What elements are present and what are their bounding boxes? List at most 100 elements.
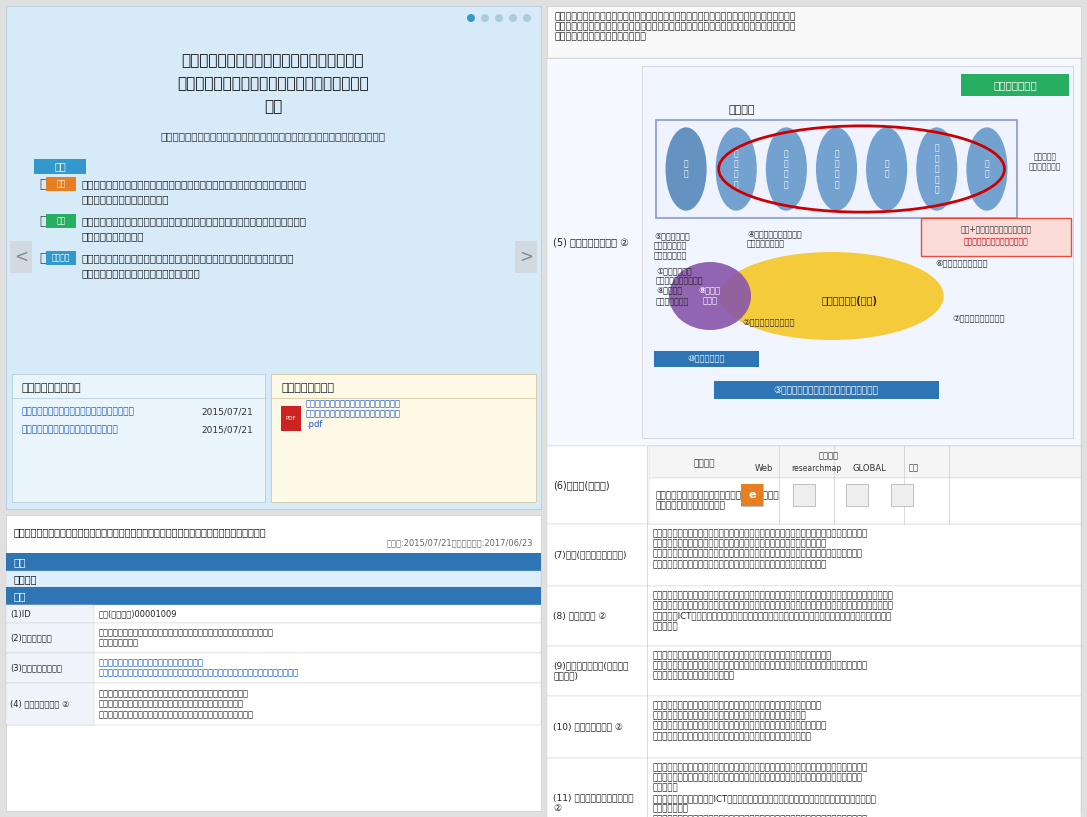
Text: 概要: 概要 <box>14 591 26 601</box>
Text: ・防災まちづくりのノウハウが、特定の専門家に蓄積されている。
・自分達は自然災害リスクを正しく認識できているのだろうか？
・地域社会における自律的な防災まちづく: ・防災まちづくりのノウハウが、特定の専門家に蓄積されている。 ・自分達は自然災害… <box>99 689 254 719</box>
Text: ・自然災害リスクの正しい認識に基づき、地域社会の自律的な防災まちづくりの取り組みを促
進するための標準プログラム「地域防災支援技術パッケージ」を開発した。
・防: ・自然災害リスクの正しい認識に基づき、地域社会の自律的な防災まちづくりの取り組み… <box>653 529 869 569</box>
Bar <box>271 374 536 502</box>
Text: 地域防災: 地域防災 <box>819 452 839 461</box>
Circle shape <box>495 14 503 22</box>
Text: 高
齢
者
福
祉: 高 齢 者 福 祉 <box>935 144 939 194</box>
Text: 特長: 特長 <box>57 217 65 225</box>
Bar <box>46 214 76 228</box>
Bar <box>547 446 1080 524</box>
Text: 対象: 対象 <box>14 557 26 567</box>
Text: ⑦関心を持つ層の拡大: ⑦関心を持つ層の拡大 <box>952 314 1004 323</box>
Bar <box>846 484 869 506</box>
Bar <box>7 623 93 653</box>
Bar <box>714 381 939 399</box>
Text: (3)所属課題タイトル: (3)所属課題タイトル <box>10 663 62 672</box>
Text: >: > <box>518 248 533 266</box>
Text: 標準プログラム: 標準プログラム <box>994 80 1037 90</box>
Text: 防災リーダーや団体にお薦めの手法です。: 防災リーダーや団体にお薦めの手法です。 <box>82 268 201 278</box>
Bar <box>547 58 1080 446</box>
Text: 行政任せでなく、自発的に地域の防災力向上やまちづくりを行いたい地域の: 行政任せでなく、自発的に地域の防災力向上やまちづくりを行いたい地域の <box>82 253 295 263</box>
Text: ・本パッケージは、標準的なプログラムを提示するものであるが、地域性（災害特性、人口構
成、産業、地域活動特性、行政組織職風土、歴史など）に合致させるための調整や: ・本パッケージは、標準的なプログラムを提示するものであるが、地域性（災害特性、人… <box>653 763 877 817</box>
Text: ⑧刺激の
内生化: ⑧刺激の 内生化 <box>699 286 721 306</box>
Bar <box>46 251 76 265</box>
Bar <box>46 177 76 191</box>
Text: (8) キーワード ②: (8) キーワード ② <box>553 611 607 620</box>
Text: (10) 期待される効果 ②: (10) 期待される効果 ② <box>553 722 623 731</box>
Text: ②キーパーソンの出現: ②キーパーソンの出現 <box>742 318 795 327</box>
Text: 消
防: 消 防 <box>684 159 688 179</box>
Text: GLOBAL: GLOBAL <box>852 463 886 472</box>
Bar <box>7 683 93 725</box>
Bar <box>7 553 541 571</box>
Text: 防災まちづくりです。: 防災まちづくりです。 <box>82 231 145 241</box>
Text: の防災まちづくりを進めます。: の防災まちづくりを進めます。 <box>82 194 170 204</box>
Text: ⑤行政側からの
総合的な支援と
総合的な考え方: ⑤行政側からの 総合的な支援と 総合的な考え方 <box>654 231 689 261</box>
Text: 「地域が進める防災まちづくり」の標準プログ: 「地域が進める防災まちづくり」の標準プログ <box>177 77 368 92</box>
Text: 従来の行政が段取りした防災まちづくりではなく、「住民先行・行政後追い」の: 従来の行政が段取りした防災まちづくりではなく、「住民先行・行政後追い」の <box>82 216 307 226</box>
Text: ・社会の変化により、自治体のみが行う防災（公助）の限界が出てきたこと。
・住民発の取り組みに行政の限られた資源を最大限に生かすことが効率的なアプローチが防災
ま: ・社会の変化により、自治体のみが行う防災（公助）の限界が出てきたこと。 ・住民発… <box>653 651 869 681</box>
Text: 2015/07/21: 2015/07/21 <box>201 426 253 435</box>
Text: 連絡: 連絡 <box>909 463 919 472</box>
Circle shape <box>523 14 532 22</box>
Text: (7)要旨(何を開発したのか): (7)要旨(何を開発したのか) <box>553 551 626 560</box>
Bar <box>741 484 763 506</box>
Text: ・防災だけでなく、「防災も」含めた総合的なまちづくりが推進される。
・縦割り型の自治体が、地域住民との対話を通じて横につながる。
・防災まちづくり活動を通じて、: ・防災だけでなく、「防災も」含めた総合的なまちづくりが推進される。 ・縦割り型の… <box>653 701 827 741</box>
Bar <box>34 159 86 174</box>
Text: ①地域社会への
外部からの刺激・触発
⑨断続的な
外部からの刺激: ①地域社会への 外部からの刺激・触発 ⑨断続的な 外部からの刺激 <box>655 266 703 306</box>
Bar <box>7 623 541 653</box>
Text: PDF: PDF <box>286 416 297 421</box>
Text: Web: Web <box>754 463 773 472</box>
Text: 東京大学生産技術研究所都市基盤安全工学国際研究
センター　准教授　加藤孝明: 東京大学生産技術研究所都市基盤安全工学国際研究 センター 准教授 加藤孝明 <box>655 491 778 511</box>
Bar <box>654 351 759 367</box>
Circle shape <box>509 14 517 22</box>
Ellipse shape <box>766 127 807 211</box>
Ellipse shape <box>866 127 908 211</box>
Bar <box>7 6 541 509</box>
Text: ⑥コミュニティ重層化: ⑥コミュニティ重層化 <box>935 258 988 267</box>
Bar <box>961 74 1069 96</box>
Text: 2015/07/21: 2015/07/21 <box>201 408 253 417</box>
Text: 「地域防災支援技術パッケージ」を活用した「地域が進める防災まちづくり」の標準プログラム: 「地域防災支援技術パッケージ」を活用した「地域が進める防災まちづくり」の標準プロ… <box>14 527 266 537</box>
Bar <box>7 605 93 623</box>
Bar <box>7 571 541 587</box>
Text: ・自治会や地域活動組織同士のつながりが薄い
・自治体の防災担当や自主防災会等の自らが持つ従来の知見や経験のみによる対策の限界: ・自治会や地域活動組織同士のつながりが薄い ・自治体の防災担当や自主防災会等の自… <box>99 659 299 677</box>
Bar <box>891 484 913 506</box>
Bar <box>10 241 32 273</box>
Text: 「地域防災支援技術パッケージ」を活用した: 「地域防災支援技術パッケージ」を活用した <box>182 53 364 69</box>
Text: (1)ID: (1)ID <box>10 609 30 618</box>
Text: ⑩進捗の可視化: ⑩進捗の可視化 <box>687 355 725 364</box>
Text: 「地域防災支援技術パッケージ」を活用し
た「地域が進める防災まちづくり」の推進
.pdf: 「地域防災支援技術パッケージ」を活用し た「地域が進める防災まちづくり」の推進 … <box>307 399 401 429</box>
Ellipse shape <box>720 252 944 340</box>
Bar <box>642 66 1073 438</box>
Bar <box>7 605 541 623</box>
Bar <box>547 524 1080 586</box>
Circle shape <box>482 14 489 22</box>
Text: 共助+「公助の支援」の関係確立: 共助+「公助の支援」の関係確立 <box>961 225 1032 234</box>
Bar <box>794 484 815 506</box>
Bar <box>547 758 1080 817</box>
Bar <box>7 653 93 683</box>
Text: ④地域社会全体の検討と
行政への支援要請: ④地域社会全体の検討と 行政への支援要請 <box>747 229 801 248</box>
Text: 社
会
教
育: 社 会 教 育 <box>734 149 738 189</box>
Text: 手法(防災活動)00001009: 手法(防災活動)00001009 <box>99 609 177 618</box>
Text: 防
災: 防 災 <box>885 159 889 179</box>
Text: (11) 注意点・利用できる条件
②: (11) 注意点・利用できる条件 ② <box>553 793 634 813</box>
Text: 手法に関する資料: 手法に関する資料 <box>282 383 334 393</box>
Text: 学
校
教
育: 学 校 教 育 <box>784 149 789 189</box>
Text: 要約: 要約 <box>54 162 66 172</box>
Ellipse shape <box>916 127 958 211</box>
Text: ・: ・ <box>39 252 47 265</box>
Text: 名前など: 名前など <box>694 459 715 468</box>
Bar <box>649 446 1080 478</box>
Bar <box>12 374 265 502</box>
Text: 行政組織: 行政組織 <box>728 105 755 115</box>
Bar <box>7 587 541 605</box>
Bar <box>7 515 541 811</box>
Ellipse shape <box>816 127 857 211</box>
Ellipse shape <box>715 127 757 211</box>
Bar <box>921 218 1071 256</box>
Text: 概要: 概要 <box>57 180 65 189</box>
Bar <box>515 241 537 273</box>
Text: 東京大学生産技術研究所都市基盤安全工学国際研究センター　准教授　加藤孝明: 東京大学生産技術研究所都市基盤安全工学国際研究センター 准教授 加藤孝明 <box>161 131 386 141</box>
Ellipse shape <box>665 127 707 211</box>
